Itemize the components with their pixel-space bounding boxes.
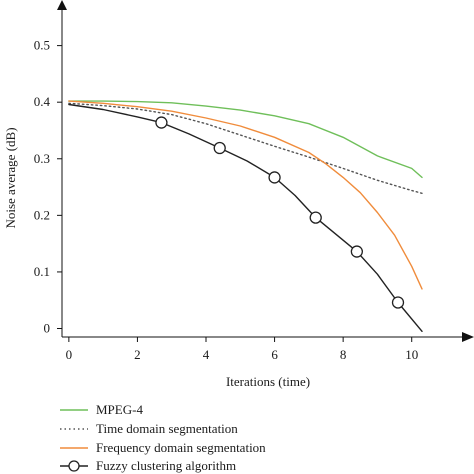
series-line-0: [68, 100, 423, 179]
series-line-1: [68, 102, 423, 195]
y-tick-label: 0.5: [34, 38, 50, 53]
y-ticks: 0 0.1 0.2 0.3 0.4 0.5: [34, 38, 62, 336]
legend-label-mpeg4: MPEG-4: [96, 402, 143, 417]
y-tick-label: 0.3: [34, 151, 50, 166]
legend-item-mpeg4: MPEG-4: [60, 402, 143, 417]
series-marker-point: [268, 171, 281, 184]
series-marker-point: [391, 296, 405, 309]
y-tick-label: 0.2: [34, 207, 50, 222]
series-marker-point: [155, 116, 168, 129]
x-tick-label: 10: [405, 347, 418, 362]
legend-label-time-domain: Time domain segmentation: [96, 421, 238, 436]
legend-label-fuzzy-clustering: Fuzzy clustering algorithm: [96, 458, 236, 473]
series-marker-point: [309, 211, 322, 224]
y-tick-label: 0.4: [34, 94, 51, 109]
y-axis-label: Noise average (dB): [3, 127, 18, 228]
x-tick-label: 6: [271, 347, 278, 362]
x-tick-label: 4: [203, 347, 210, 362]
y-tick-label: 0: [44, 321, 51, 336]
legend-item-time-domain: Time domain segmentation: [60, 421, 238, 436]
series-group: [68, 100, 423, 332]
legend-item-frequency-domain: Frequency domain segmentation: [60, 440, 266, 455]
x-axis-label: Iterations (time): [226, 374, 310, 389]
legend-label-frequency-domain: Frequency domain segmentation: [96, 440, 266, 455]
x-ticks: 0 2 4 6 8 10: [66, 337, 418, 362]
y-tick-label: 0.1: [34, 264, 50, 279]
y-axis-arrow-icon: [57, 0, 67, 10]
series-line-3: [68, 103, 423, 332]
series-marker-point: [350, 245, 364, 258]
x-tick-label: 2: [134, 347, 141, 362]
legend: MPEG-4 Time domain segmentation Frequenc…: [60, 402, 266, 473]
x-tick-label: 8: [340, 347, 347, 362]
x-axis-arrow-icon: [462, 332, 474, 342]
legend-marker-circle-icon: [68, 460, 80, 472]
legend-item-fuzzy-clustering: Fuzzy clustering algorithm: [60, 458, 236, 473]
series-line-2: [68, 100, 423, 290]
x-tick-label: 0: [66, 347, 73, 362]
series-marker-point: [213, 141, 226, 155]
plot-area: 0 0.1 0.2 0.3 0.4 0.5 0 2 4 6 8 10: [34, 0, 474, 362]
